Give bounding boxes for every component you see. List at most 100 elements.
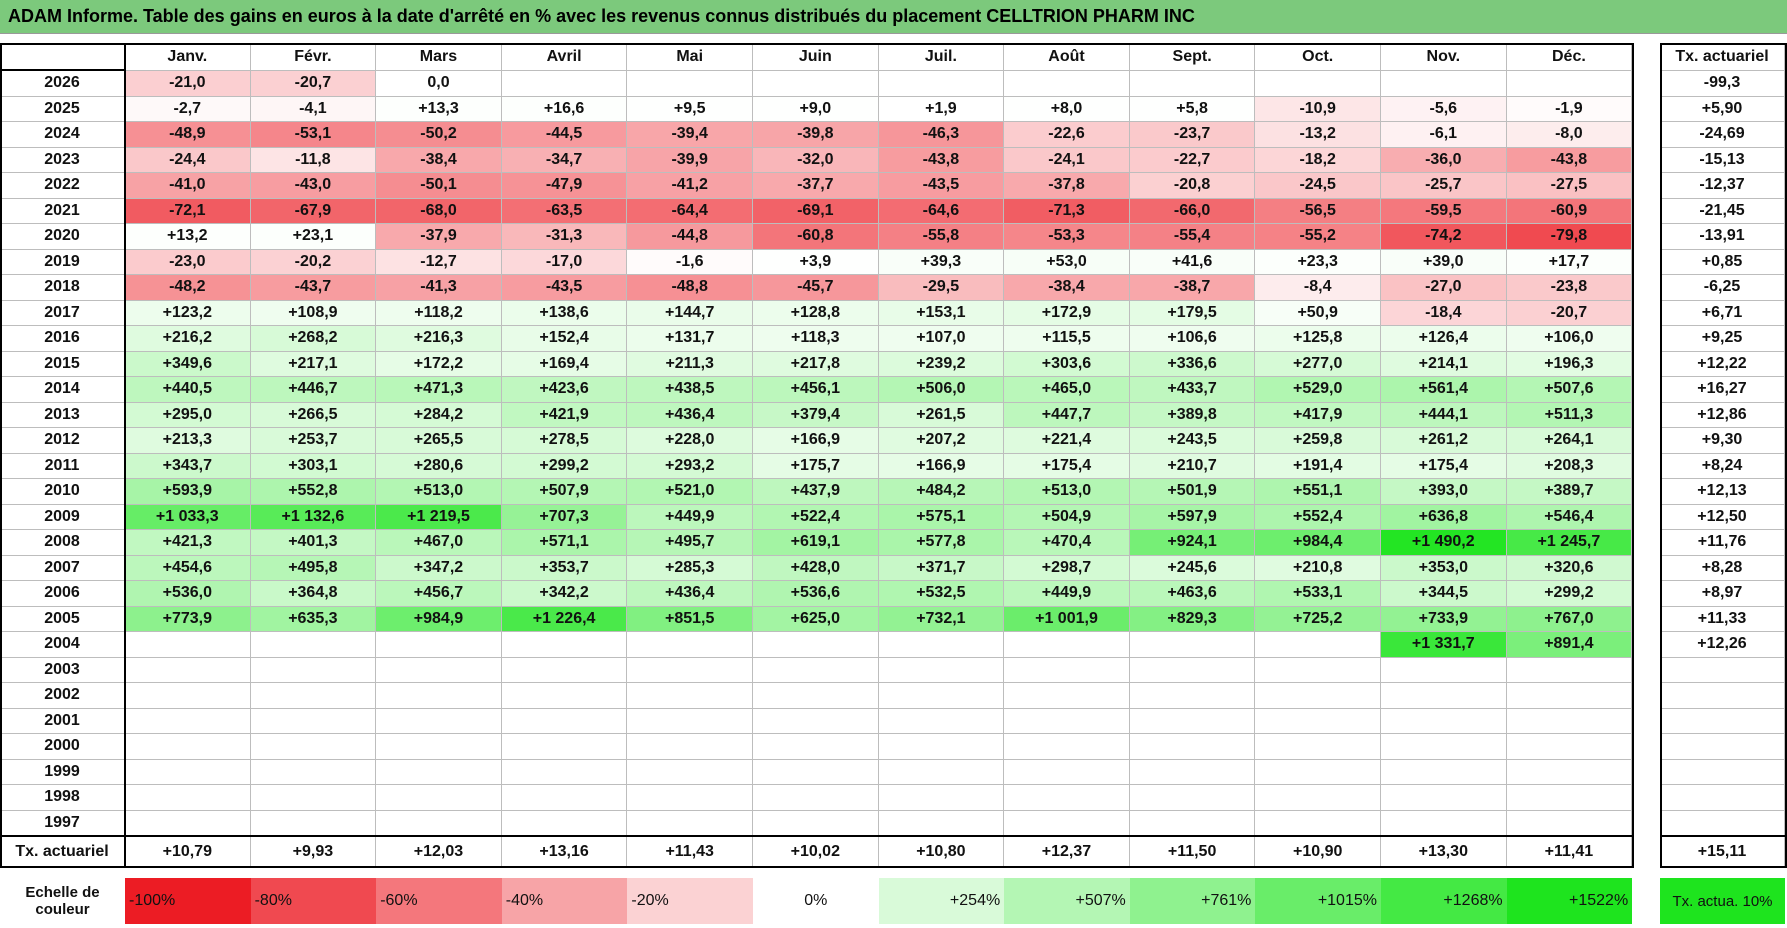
gain-cell: +347,2 (376, 555, 502, 581)
year-label: 1999 (0, 759, 125, 785)
year-label: 2012 (0, 428, 125, 454)
gain-cell (125, 810, 251, 836)
gain-cell: -6,1 (1381, 122, 1507, 148)
gain-cell: -74,2 (1381, 224, 1507, 250)
gain-cell: +53,0 (1004, 249, 1130, 275)
year-label: 2009 (0, 504, 125, 530)
footer-cell: +10,02 (753, 836, 879, 868)
gain-cell (250, 632, 377, 658)
gain-cell (501, 657, 628, 683)
gain-cell (376, 810, 502, 836)
gain-cell (501, 71, 628, 97)
gain-cell: +172,9 (1004, 300, 1130, 326)
gain-cell: -1,9 (1506, 96, 1633, 122)
gain-cell (627, 734, 753, 760)
gain-cell: -53,3 (1004, 224, 1130, 250)
gain-cell (376, 657, 502, 683)
year-label: 2024 (0, 122, 125, 148)
gain-cell: -50,2 (376, 122, 502, 148)
gain-cell (753, 810, 879, 836)
gain-cell: +9,5 (627, 96, 753, 122)
gain-cell: +169,4 (501, 351, 628, 377)
gain-cell: +210,8 (1255, 555, 1381, 581)
gain-cell (627, 683, 753, 709)
footer-cell: +12,37 (1004, 836, 1130, 868)
year-label: 1998 (0, 785, 125, 811)
gain-cell (1506, 657, 1633, 683)
year-label: 2015 (0, 351, 125, 377)
tx-header: Tx. actuariel (1660, 43, 1785, 71)
tx-cell: +9,25 (1660, 326, 1785, 352)
gain-cell: -20,2 (250, 249, 377, 275)
footer-cell: +11,41 (1506, 836, 1633, 868)
gain-cell: +39,0 (1381, 249, 1507, 275)
year-label: 2016 (0, 326, 125, 352)
gain-cell: +126,4 (1381, 326, 1507, 352)
year-label: 1997 (0, 810, 125, 836)
gain-cell: +446,7 (250, 377, 377, 403)
gain-cell: +293,2 (627, 453, 753, 479)
gain-cell: +984,9 (376, 606, 502, 632)
gain-cell: +393,0 (1381, 479, 1507, 505)
tx-cell: +11,76 (1660, 530, 1785, 556)
gain-cell (627, 657, 753, 683)
gain-cell: -20,7 (1506, 300, 1633, 326)
gain-cell: -46,3 (878, 122, 1005, 148)
gain-cell (627, 632, 753, 658)
gain-cell: +470,4 (1004, 530, 1130, 556)
gain-cell (627, 759, 753, 785)
year-label: 2014 (0, 377, 125, 403)
gain-cell: +303,1 (250, 453, 377, 479)
gain-cell: 0,0 (376, 71, 502, 97)
gain-cell (250, 683, 377, 709)
gain-cell (627, 785, 753, 811)
gain-cell: +298,7 (1004, 555, 1130, 581)
gain-cell (1381, 71, 1507, 97)
legend-item: -60% (376, 878, 502, 924)
tx-cell: -12,37 (1660, 173, 1785, 199)
gain-cell: +371,7 (878, 555, 1005, 581)
gain-cell: +320,6 (1506, 555, 1633, 581)
gain-cell: +106,6 (1129, 326, 1256, 352)
gain-cell: -45,7 (753, 275, 879, 301)
gain-cell (878, 683, 1005, 709)
gain-cell: +401,3 (250, 530, 377, 556)
gain-cell: +261,2 (1381, 428, 1507, 454)
gain-cell: +447,7 (1004, 402, 1130, 428)
gain-cell: +336,6 (1129, 351, 1256, 377)
gain-cell (878, 657, 1005, 683)
gain-cell (1381, 708, 1507, 734)
gain-cell: -68,0 (376, 198, 502, 224)
footer-cell: +11,50 (1129, 836, 1256, 868)
gain-cell: +551,1 (1255, 479, 1381, 505)
gain-cell (1129, 657, 1256, 683)
gain-cell: +428,0 (753, 555, 879, 581)
month-header: Août (1004, 43, 1130, 71)
month-header: Janv. (125, 43, 251, 71)
year-label: 2026 (0, 71, 125, 97)
gain-cell: +984,4 (1255, 530, 1381, 556)
gain-cell: -39,8 (753, 122, 879, 148)
gain-cell: +438,5 (627, 377, 753, 403)
footer-label: Tx. actuariel (0, 836, 125, 868)
gain-cell: +575,1 (878, 504, 1005, 530)
gain-cell: +175,4 (1004, 453, 1130, 479)
gain-cell (250, 734, 377, 760)
gain-cell: -67,9 (250, 198, 377, 224)
gain-cell: +593,9 (125, 479, 251, 505)
gain-cell: +191,4 (1255, 453, 1381, 479)
gain-cell: +1 219,5 (376, 504, 502, 530)
gain-cell: -27,0 (1381, 275, 1507, 301)
gain-cell: -66,0 (1129, 198, 1256, 224)
gain-cell: +707,3 (501, 504, 628, 530)
gain-cell (1129, 632, 1256, 658)
gain-cell: -25,7 (1381, 173, 1507, 199)
gain-cell: +1,9 (878, 96, 1005, 122)
gain-cell: +285,3 (627, 555, 753, 581)
gain-cell: -55,8 (878, 224, 1005, 250)
gain-cell: +342,2 (501, 581, 628, 607)
gain-cell: +210,7 (1129, 453, 1256, 479)
gain-cell: -63,5 (501, 198, 628, 224)
gain-cell (753, 632, 879, 658)
gain-cell (1004, 683, 1130, 709)
